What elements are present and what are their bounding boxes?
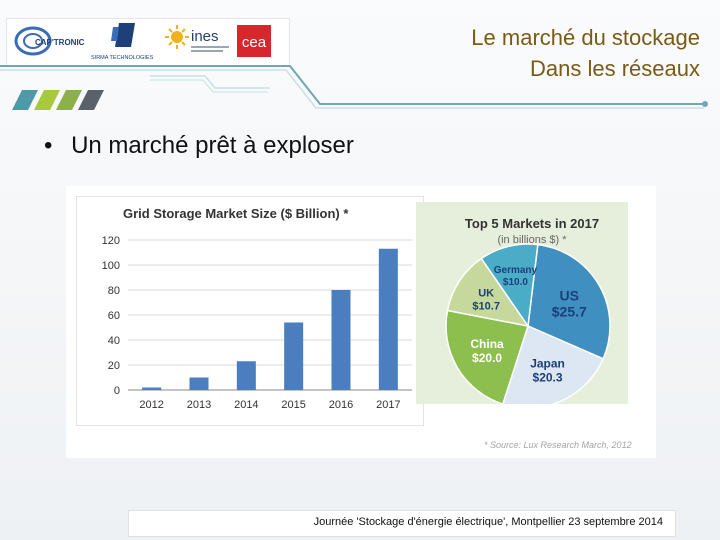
pie-label-china: China xyxy=(470,337,504,351)
source-note: * Source: Lux Research March, 2012 xyxy=(484,440,632,450)
bullet-point: • Un marché prêt à exploser xyxy=(44,132,354,160)
bar-x-tick-label: 2012 xyxy=(139,399,163,411)
pie-value-uk: $10.7 xyxy=(472,301,500,313)
sirma-logo: SIRMA TECHNOLOGIES xyxy=(91,23,154,61)
bar-y-tick-label: 40 xyxy=(108,335,120,347)
bullet-marker: • xyxy=(44,132,53,159)
captronic-logo: CAP'TRONIC xyxy=(14,26,85,56)
bar-x-tick-label: 2017 xyxy=(376,399,400,411)
captronic-logo-text: CAP'TRONIC xyxy=(35,38,85,47)
pie-value-china: $20.0 xyxy=(472,351,502,365)
arrow-icons xyxy=(12,90,104,110)
bar-2014 xyxy=(236,361,256,390)
pie-chart-title: Top 5 Markets in 2017 xyxy=(465,216,599,231)
pie-label-germany: Germany xyxy=(494,265,538,276)
bar-y-tick-label: 20 xyxy=(108,360,120,372)
pie-label-japan: Japan xyxy=(530,356,565,370)
sirma-logo-text: SIRMA TECHNOLOGIES xyxy=(91,55,154,61)
footer-text: Journée 'Stockage d'énergie électrique',… xyxy=(313,516,663,528)
bar-2017 xyxy=(378,248,398,390)
bar-y-tick-label: 100 xyxy=(102,260,120,272)
bullet-text: Un marché prêt à exploser xyxy=(71,132,354,159)
charts-panel: Grid Storage Market Size ($ Billion) * 0… xyxy=(66,186,656,458)
pie-slice-us xyxy=(527,243,611,360)
bar-x-tick-label: 2014 xyxy=(234,399,258,411)
cea-logo-text: cea xyxy=(242,34,267,51)
ines-logo: ines xyxy=(165,25,229,52)
pie-slice-japan xyxy=(502,324,605,404)
bar-x-tick-label: 2015 xyxy=(281,399,305,411)
ines-logo-text: ines xyxy=(191,28,219,45)
bar-2015 xyxy=(284,322,304,390)
bar-chart-title: Grid Storage Market Size ($ Billion) * xyxy=(123,206,349,221)
bar-y-tick-label: 80 xyxy=(108,285,120,297)
bar-2012 xyxy=(142,387,162,390)
bar-x-tick-label: 2016 xyxy=(329,399,353,411)
slide-title-line2: Dans les réseaux xyxy=(530,56,700,81)
bar-x-tick-label: 2013 xyxy=(187,399,211,411)
bar-2013 xyxy=(189,377,209,390)
partner-logos: CAP'TRONIC SIRMA TECHNOLOGIES ines cea xyxy=(6,18,290,66)
bar-2016 xyxy=(331,290,351,390)
bar-y-tick-label: 60 xyxy=(108,310,120,322)
pie-chart: Top 5 Markets in 2017 (in billions $) * … xyxy=(416,202,628,404)
bar-chart: Grid Storage Market Size ($ Billion) * 0… xyxy=(76,196,424,426)
pie-slice-germany xyxy=(480,243,539,329)
slide-title: Le marché du stockage Dans les réseaux xyxy=(471,22,700,84)
pie-value-us: $25.7 xyxy=(552,303,587,319)
cea-logo: cea xyxy=(237,25,271,57)
pie-value-japan: $20.3 xyxy=(533,370,563,384)
footer-bar: Journée 'Stockage d'énergie électrique',… xyxy=(128,510,676,537)
slide-title-line1: Le marché du stockage xyxy=(471,25,700,50)
pie-label-us: US xyxy=(560,287,579,303)
pie-slice-uk xyxy=(446,257,530,328)
pie-value-germany: $10.0 xyxy=(503,277,528,288)
pie-chart-subtitle: (in billions $) * xyxy=(497,234,567,246)
bar-y-tick-label: 120 xyxy=(102,235,120,247)
pie-label-uk: UK xyxy=(478,288,494,300)
bar-y-tick-label: 0 xyxy=(114,385,120,397)
pie-slice-china xyxy=(445,309,529,404)
